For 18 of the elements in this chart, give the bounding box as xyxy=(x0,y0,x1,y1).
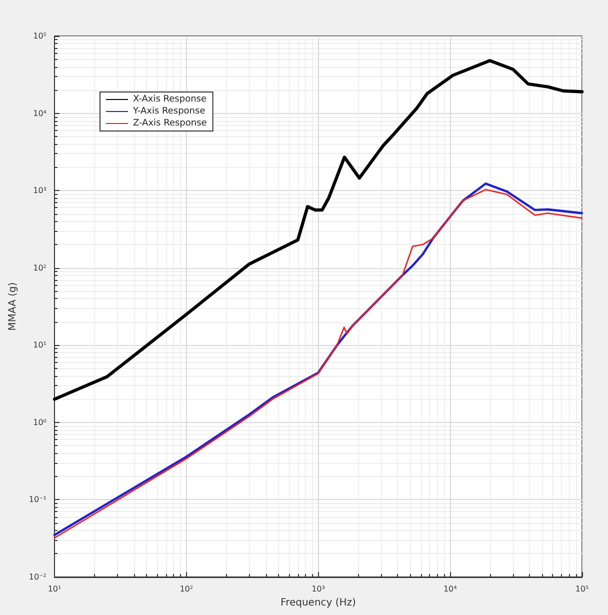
legend-label: X-Axis Response xyxy=(133,94,207,104)
x-tick-label: 10³ xyxy=(312,584,325,594)
x-tick-label: 10¹ xyxy=(48,584,62,594)
x-tick-label: 10⁴ xyxy=(443,584,457,594)
x-tick-label: 10² xyxy=(180,584,194,594)
y-axis-title: MMAA (g) xyxy=(8,282,18,331)
y-tick-label: 10⁰ xyxy=(33,418,47,427)
y-tick-label: 10⁻² xyxy=(28,572,47,582)
legend-label: Y-Axis Response xyxy=(132,106,206,116)
y-tick-label: 10⁻¹ xyxy=(28,495,47,504)
y-tick-label: 10³ xyxy=(33,186,47,196)
legend-label: Z-Axis Response xyxy=(133,118,208,128)
x-tick-label: 10⁵ xyxy=(575,584,589,594)
y-tick-label: 10² xyxy=(33,263,47,272)
y-tick-label: 10⁴ xyxy=(33,108,47,118)
y-tick-label: 10¹ xyxy=(33,340,47,350)
x-axis-title: Frequency (Hz) xyxy=(280,597,356,608)
y-tick-label: 10⁵ xyxy=(33,32,47,40)
